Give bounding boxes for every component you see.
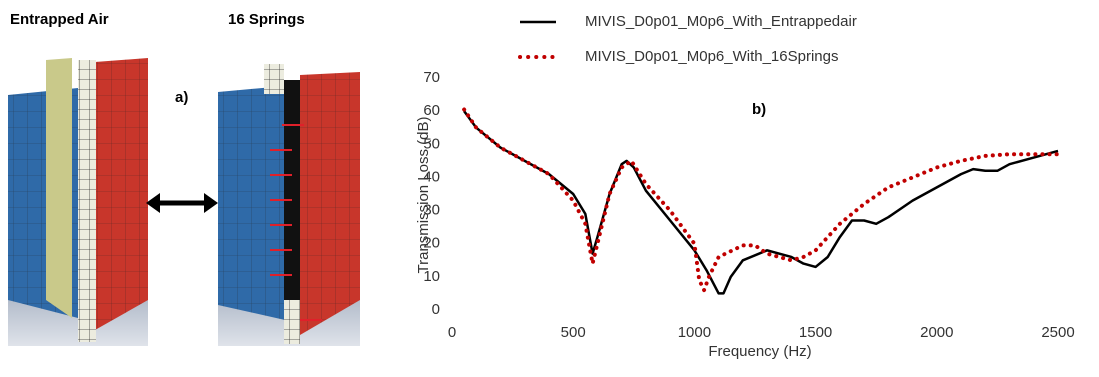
x-tick-label: 1500: [799, 324, 832, 341]
panel-label: a): [175, 89, 188, 106]
panel-label: b): [752, 101, 766, 118]
x-tick-label: 500: [561, 324, 586, 341]
y-tick-label: 30: [423, 202, 440, 219]
series-line: [464, 109, 1058, 290]
legend-label: MIVIS_D0p01_M0p6_With_Entrappedair: [585, 13, 857, 30]
x-tick-label: 2000: [920, 324, 953, 341]
y-tick-label: 60: [423, 102, 440, 119]
x-tick-label: 2500: [1041, 324, 1074, 341]
image-title: Entrapped Air: [10, 11, 109, 28]
legend-label: MIVIS_D0p01_M0p6_With_16Springs: [585, 48, 838, 65]
y-tick-label: 20: [423, 235, 440, 252]
y-tick-label: 10: [423, 268, 440, 285]
x-tick-label: 1000: [678, 324, 711, 341]
arrow-head: [146, 193, 160, 213]
x-tick-label: 0: [448, 324, 456, 341]
image-title: 16 Springs: [228, 11, 305, 28]
y-tick-label: 0: [432, 301, 440, 318]
figure: Entrapped Air 16 Springs a) b) Frequency…: [0, 0, 1099, 372]
mesh-image-springs: [218, 64, 360, 346]
arrow-head: [204, 193, 218, 213]
mesh-image-entrapped: [8, 58, 148, 346]
x-axis-label: Frequency (Hz): [708, 343, 811, 360]
y-tick-label: 70: [423, 69, 440, 86]
y-tick-label: 40: [423, 168, 440, 185]
series-line: [464, 111, 1058, 293]
y-tick-label: 50: [423, 135, 440, 152]
